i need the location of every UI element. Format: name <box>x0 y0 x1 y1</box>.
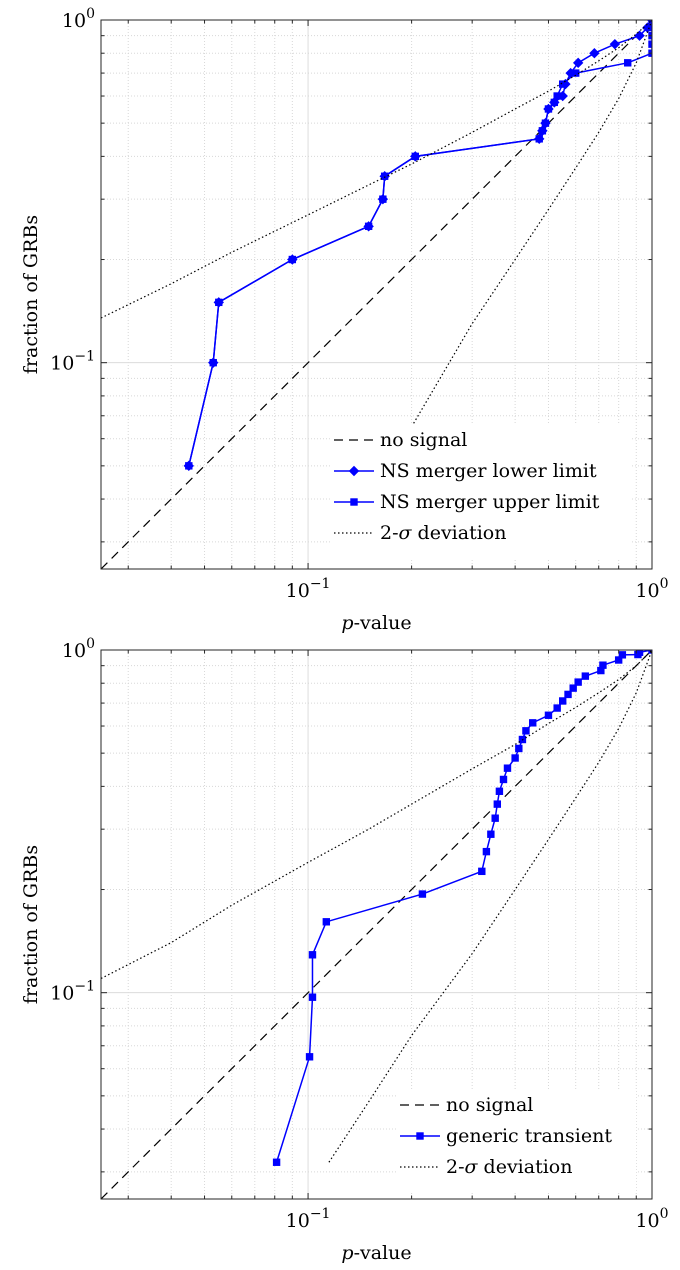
data-point <box>493 800 502 808</box>
data-point <box>553 92 561 100</box>
data-point <box>322 918 331 926</box>
x-axis-label: p-value <box>341 612 411 634</box>
tick-marks <box>101 649 653 1199</box>
data-point <box>379 195 387 203</box>
y-axis-label: fraction of GRBs <box>20 845 42 1004</box>
x-tick-label: 10−1 <box>286 1206 331 1232</box>
series-2-3 <box>101 650 652 1163</box>
x-tick-label: 100 <box>635 576 668 602</box>
legend-marker <box>416 1132 424 1140</box>
series-2-1 <box>101 650 652 1199</box>
legend: no signal NS merger lower limit NS merger … <box>330 424 630 558</box>
data-point <box>209 358 217 367</box>
data-point <box>482 847 491 856</box>
data-point <box>364 222 373 231</box>
data-point <box>418 890 427 898</box>
data-point <box>624 59 632 67</box>
data-point <box>511 754 519 762</box>
legend-entry-label: 2-σ deviation <box>446 1156 572 1178</box>
data-point <box>535 135 543 143</box>
data-point <box>288 255 297 264</box>
data-point <box>634 30 645 41</box>
data-point <box>380 172 389 180</box>
legend-entry-label: generic transient <box>446 1125 612 1147</box>
legend-entry-label: no signal <box>380 429 467 451</box>
series-line-lower <box>328 650 652 1163</box>
y-tick-label: 10−1 <box>50 979 95 1005</box>
data-point <box>305 1053 314 1061</box>
data-point <box>308 993 317 1001</box>
data-point <box>185 462 193 470</box>
data-point <box>308 951 317 959</box>
legend-entry-label: NS merger lower limit <box>380 460 597 482</box>
legend-entry-label: NS merger upper limit <box>380 491 600 513</box>
data-point <box>544 711 553 719</box>
data-point <box>499 775 508 784</box>
data-point <box>272 1158 281 1166</box>
data-point <box>589 48 600 59</box>
data-point <box>618 651 627 659</box>
data-point <box>553 704 561 712</box>
series-line <box>101 20 652 319</box>
data-point <box>538 127 547 135</box>
data-point <box>572 57 584 69</box>
data-point <box>503 764 512 772</box>
y-tick-label: 100 <box>62 6 95 32</box>
data-point <box>544 105 553 113</box>
legend-box <box>330 424 630 558</box>
data-point <box>559 697 567 705</box>
tick-marks <box>101 19 653 569</box>
data-point <box>574 678 582 686</box>
y-axis-label: fraction of GRBs <box>20 215 42 374</box>
legend-marker <box>348 465 360 477</box>
series-1-4 <box>101 20 652 428</box>
data-point <box>550 98 559 107</box>
x-tick-label: 100 <box>635 1206 668 1232</box>
legend: no signal generic transient 2-σ deviation <box>396 1089 636 1192</box>
chart-panel-1: 10−1 100 10−1 100 p-value fraction of GRBs no … <box>20 6 669 634</box>
series-line <box>101 650 652 1199</box>
data-point <box>541 119 550 127</box>
series-line <box>101 650 652 980</box>
data-point <box>564 690 572 699</box>
series-line <box>188 20 652 467</box>
axes-box <box>100 649 653 1200</box>
data-point <box>478 867 486 876</box>
series-line-lower <box>411 20 652 428</box>
legend-marker <box>350 498 358 506</box>
data-point <box>515 744 523 753</box>
data-point <box>569 684 577 692</box>
data-point <box>609 38 621 50</box>
series-line <box>101 20 652 569</box>
legend-box <box>396 1089 636 1192</box>
chart-panel-2: 10−1 100 10−1 100 p-value fraction of GRBs no … <box>20 636 669 1264</box>
y-tick-label: 100 <box>62 636 95 662</box>
x-axis-label: p-value <box>341 1242 411 1264</box>
legend-entry-label: 2-σ deviation <box>380 522 506 544</box>
y-tick-label: 10−1 <box>50 349 95 375</box>
data-point <box>487 830 495 838</box>
data-point <box>581 672 590 680</box>
axes-box <box>100 19 653 570</box>
data-point <box>522 727 530 735</box>
data-point <box>411 152 419 161</box>
x-tick-label: 10−1 <box>286 576 331 602</box>
data-point <box>495 787 504 795</box>
series-1-1 <box>101 20 652 569</box>
data-point <box>559 80 567 88</box>
data-point <box>491 814 499 822</box>
legend-entry-label: no signal <box>446 1094 533 1116</box>
data-point <box>599 661 607 669</box>
data-point <box>215 298 223 307</box>
data-point <box>529 719 537 727</box>
